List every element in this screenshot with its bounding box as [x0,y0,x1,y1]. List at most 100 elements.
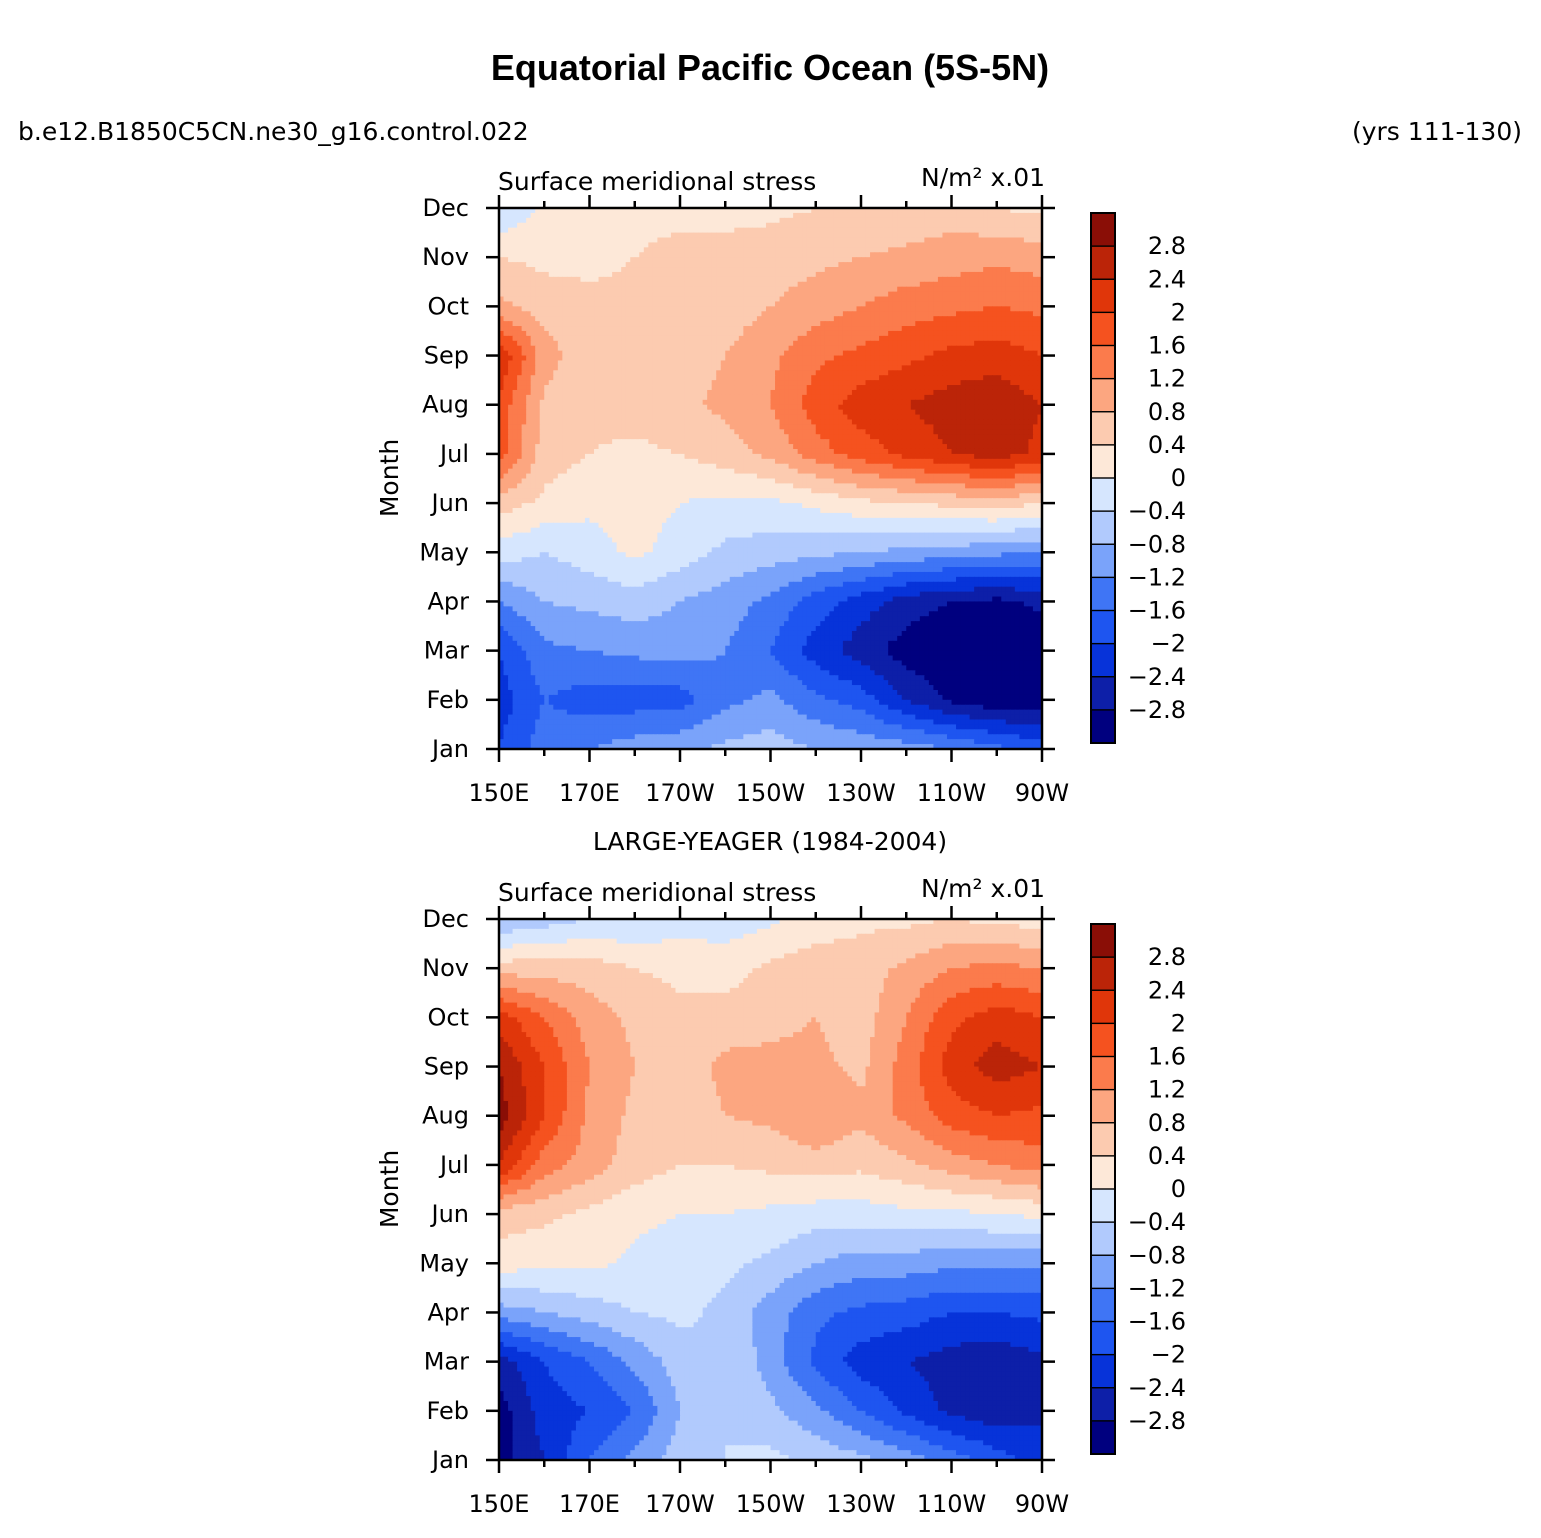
field-cell [685,233,690,239]
field-cell [979,233,984,239]
field-cell [612,238,617,244]
field-cell [784,390,789,396]
field-cell [567,390,572,396]
field-cell [553,287,558,293]
field-cell [780,370,785,376]
field-cell [856,336,861,342]
field-cell [648,410,653,416]
field-cell [675,306,680,312]
field-cell [657,316,662,322]
field-cell [580,326,585,332]
field-cell [1024,385,1029,391]
field-cell [866,311,871,317]
field-cell [716,370,721,376]
field-cell [992,267,997,273]
field-cell [526,390,531,396]
field-cell [1024,257,1029,263]
field-cell [933,306,938,312]
field-cell [703,257,708,263]
field-cell [811,346,816,352]
field-cell [648,326,653,332]
field-cell [698,390,703,396]
field-cell [861,257,866,263]
field-cell [942,311,947,317]
field-cell [734,242,739,248]
field-cell [621,331,626,337]
field-cell [549,375,554,381]
field-cell [671,213,676,219]
field-cell [929,316,934,322]
field-cell [784,282,789,288]
field-cell [666,262,671,268]
field-cell [933,365,938,371]
field-cell [504,321,509,327]
field-cell [567,297,572,303]
field-cell [820,306,825,312]
field-cell [947,297,952,303]
field-cell [897,385,902,391]
field-cell [888,395,893,401]
field-cell [784,213,789,219]
field-cell [694,370,699,376]
field-cell [635,272,640,278]
field-cell [526,385,531,391]
field-cell [617,242,622,248]
field-cell [752,282,757,288]
field-cell [866,277,871,283]
field-cell [1019,341,1024,347]
field-cell [671,218,676,224]
field-cell [648,316,653,322]
field-cell [920,336,925,342]
field-cell [721,365,726,371]
field-cell [902,380,907,386]
field-cell [662,301,667,307]
field-cell [675,336,680,342]
field-cell [942,282,947,288]
field-cell [603,218,608,224]
field-cell [612,331,617,337]
field-cell [1010,301,1015,307]
field-cell [893,228,898,234]
field-cell [829,292,834,298]
field-cell [725,410,730,416]
field-cell [884,351,889,357]
field-cell [725,272,730,278]
field-cell [807,400,812,406]
field-cell [775,282,780,288]
field-cell [983,400,988,406]
field-cell [798,247,803,253]
field-cell [911,390,916,396]
field-cell [807,267,812,273]
field-cell [852,242,857,248]
field-cell [970,331,975,337]
field-cell [766,385,771,391]
field-cell [721,326,726,332]
field-cell [675,267,680,273]
field-cell [920,238,925,244]
field-cell [780,316,785,322]
field-cell [748,385,753,391]
field-cell [653,242,658,248]
field-cell [911,341,916,347]
field-cell [1015,360,1020,366]
field-cell [526,316,531,322]
field-cell [1033,351,1038,357]
field-cell [752,331,757,337]
field-cell [594,257,599,263]
field-cell [897,370,902,376]
field-cell [852,321,857,327]
field-cell [1033,257,1038,263]
field-cell [712,218,717,224]
field-cell [888,316,893,322]
field-cell [599,395,604,401]
field-cell [549,356,554,362]
field-cell [847,375,852,381]
field-cell [847,262,852,268]
field-cell [508,400,513,406]
field-cell [685,356,690,362]
field-cell [938,311,943,317]
field-cell [924,321,929,327]
field-cell [662,287,667,293]
field-cell [1010,336,1015,342]
field-cell [531,297,536,303]
